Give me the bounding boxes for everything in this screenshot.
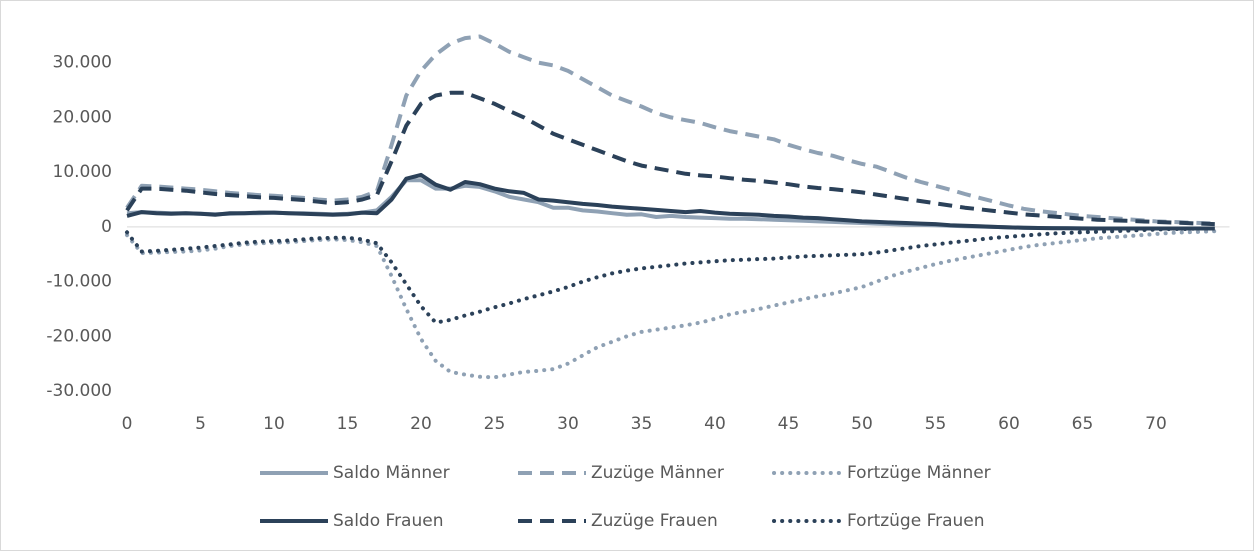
x-tick-label: 20 xyxy=(410,414,432,434)
x-tick-label: 55 xyxy=(925,414,947,434)
x-tick-label: 45 xyxy=(778,414,800,434)
x-tick-label: 40 xyxy=(704,414,726,434)
legend-label: Zuzüge Männer xyxy=(591,463,724,483)
series-line xyxy=(125,34,1215,226)
x-tick-label: 65 xyxy=(1072,414,1094,434)
legend-label: Saldo Männer xyxy=(333,463,450,483)
y-tick-label: 10.000 xyxy=(53,162,112,182)
y-tick-label: -30.000 xyxy=(46,381,112,401)
series-line xyxy=(125,90,1215,227)
x-tick-label: 70 xyxy=(1145,414,1167,434)
y-tick-label: -20.000 xyxy=(46,326,112,346)
x-tick-label: 60 xyxy=(998,414,1020,434)
x-tick-label: 35 xyxy=(631,414,653,434)
x-tick-label: 30 xyxy=(557,414,579,434)
x-tick-label: 50 xyxy=(851,414,873,434)
y-tick-label: 0 xyxy=(101,217,112,237)
y-tick-label: 20.000 xyxy=(53,107,112,127)
x-tick-label: 25 xyxy=(484,414,506,434)
x-tick-label: 0 xyxy=(122,414,133,434)
legend-label: Fortzüge Männer xyxy=(847,463,991,483)
y-tick-label: 30.000 xyxy=(53,53,112,73)
x-tick-label: 5 xyxy=(195,414,206,434)
legend-label: Saldo Frauen xyxy=(333,511,443,531)
legend-label: Zuzüge Frauen xyxy=(591,511,718,531)
legend-label: Fortzüge Frauen xyxy=(847,511,985,531)
y-tick-label: -10.000 xyxy=(46,272,112,292)
x-tick-label: 15 xyxy=(337,414,359,434)
x-tick-label: 10 xyxy=(263,414,285,434)
series-line xyxy=(126,172,1215,231)
